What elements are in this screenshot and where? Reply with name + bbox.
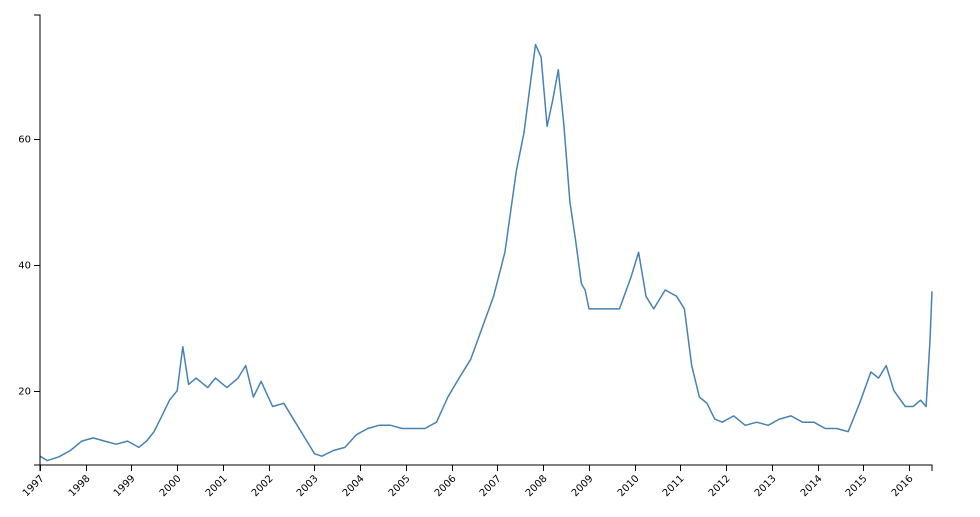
x-tick-label: 2004 [341, 473, 367, 499]
x-tick-label: 2010 [616, 473, 642, 499]
x-tick-label: 2000 [158, 473, 184, 499]
x-tick-label: 2002 [250, 473, 276, 499]
y-axis-line [34, 14, 41, 466]
x-tick-label: 2016 [890, 473, 916, 499]
x-tick-label: 2006 [433, 473, 459, 499]
x-tick-label: 2011 [661, 473, 687, 499]
x-tick-label: 2013 [753, 473, 779, 499]
x-tick-label: 2012 [707, 473, 733, 499]
plot-area [39, 43, 933, 462]
x-tick-label: 1999 [112, 473, 138, 499]
x-tick-label: 2001 [204, 473, 230, 499]
x-tick-label: 2003 [295, 473, 321, 499]
x-axis: 1997 1998 1999 2000 2001 2002 2003 2004 2005 2006… [21, 464, 933, 499]
x-tick-label: 1998 [67, 473, 93, 499]
x-axis-line [39, 464, 933, 471]
x-tick-label: 2015 [844, 473, 870, 499]
y-tick-label: 20 [18, 387, 31, 398]
y-axis: 20 40 60 [18, 14, 41, 466]
x-tick-label: 2014 [799, 473, 825, 499]
series-line-0 [39, 43, 933, 462]
y-tick-label: 40 [18, 261, 31, 272]
y-tick-label: 60 [18, 135, 31, 146]
x-tick-label: 2009 [570, 473, 596, 499]
x-tick-label: 2008 [524, 473, 550, 499]
x-tick-label: 2007 [478, 473, 504, 499]
x-tick-label: 1997 [21, 473, 47, 499]
x-tick-label: 2005 [387, 473, 413, 499]
